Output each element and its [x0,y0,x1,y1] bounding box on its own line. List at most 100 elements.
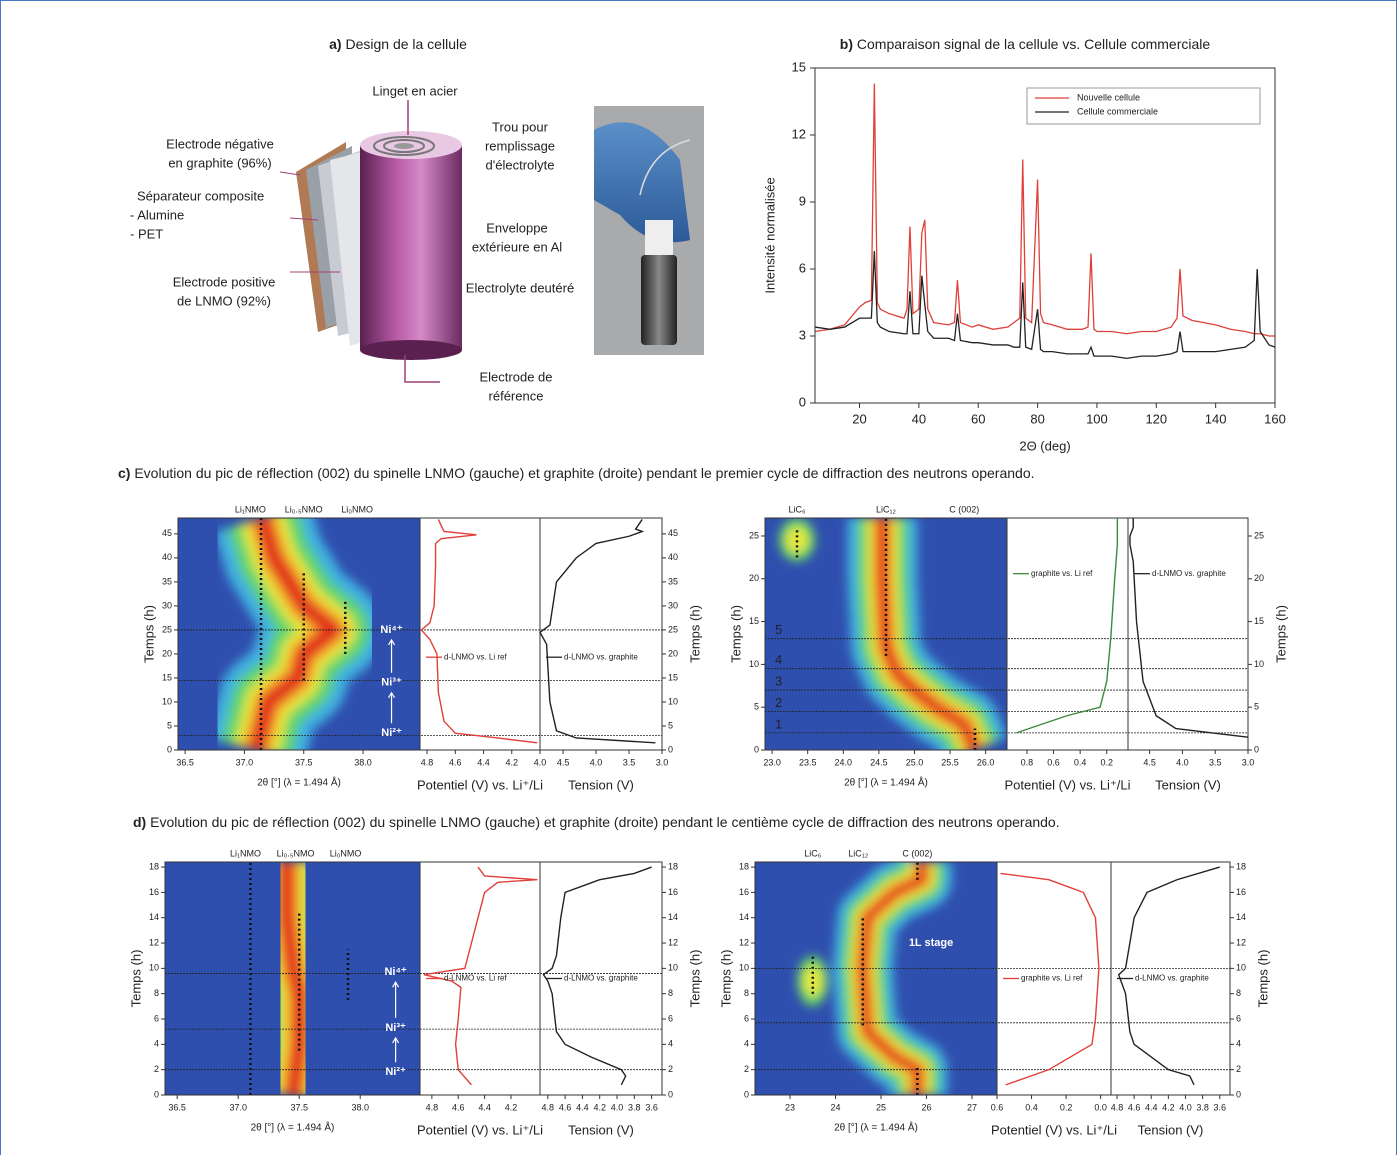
y-tick-label: 25 [162,624,172,634]
x-tick-label: 4.2 [1162,1102,1175,1112]
x-tick-label: 37.0 [229,1102,247,1112]
x-tick-label: 4.4 [477,757,490,767]
panel-title: d) Evolution du pic de réflection (002) … [133,814,1060,830]
x-tick-label: 160 [1264,411,1286,426]
curve [420,519,538,744]
x-axis-label: Potentiel (V) vs. Li⁺/Li [417,777,543,792]
y-tick-label: 12 [739,937,749,947]
panel-label: b) [840,36,853,52]
x-tick-label: 26 [921,1102,931,1112]
y-tick-label: 4 [744,1039,749,1049]
x-axis-label: Potentiel (V) vs. Li⁺/Li [991,1122,1117,1137]
y-tick-label: 12 [792,126,806,141]
y-tick-label: 16 [668,887,678,897]
y-tick-label: 10 [739,963,749,973]
y-axis-label: Temps (h) [128,950,143,1008]
panel-title-text: Design de la cellule [345,36,467,52]
curve [423,866,538,1086]
y-axis-label: Intensité normalisée [762,177,777,293]
curve [1129,518,1249,738]
y-tick-label: 14 [668,912,678,922]
y-tick-label: 12 [668,937,678,947]
y-tick-label: 30 [668,600,678,610]
callout-text: référence [489,388,544,403]
y-tick-label: 10 [1236,963,1246,973]
y-tick-label: 0 [668,1089,673,1099]
y-tick-label: 6 [668,1013,673,1023]
heatmap-ridge [242,862,345,1095]
annotation: Ni²⁺ [381,727,402,739]
y-tick-label: 4 [668,1039,673,1049]
y-tick-label: 8 [744,988,749,998]
y-tick-label: 8 [668,988,673,998]
panel-title: c) Evolution du pic de réflection (002) … [118,465,1035,481]
callout-text: Electrolyte deutéré [466,280,574,295]
spot [803,965,823,997]
callout-text: - PET [130,226,163,241]
x-tick-label: 4.6 [452,1102,465,1112]
y-axis-label: Temps (h) [728,605,743,663]
y-tick-label: 18 [149,861,159,871]
x-tick-label: 37.5 [290,1102,308,1112]
legend-box [1026,87,1261,125]
heatmap-ridge [778,518,1007,750]
y-tick-label: 15 [668,672,678,682]
x-tick-label: 38.0 [351,1102,369,1112]
x-tick-label: 25.0 [906,757,924,767]
x-tick-label: 80 [1030,411,1044,426]
y-tick-label: 10 [668,696,678,706]
legend-label: d-LNMO vs. graphite [1135,974,1209,983]
y-tick-label: 45 [668,528,678,538]
y-tick-label: 10 [668,963,678,973]
y-tick-label: 6 [1236,1013,1241,1023]
y-tick-label: 6 [154,1013,159,1023]
ridge-band [249,518,341,750]
y-axis-label: Temps (h) [687,605,702,663]
y-tick-label: 14 [739,912,749,922]
panel-label: a) [329,36,341,52]
y-tick-label: 20 [668,648,678,658]
x-tick-label: 4.6 [449,757,462,767]
y-tick-label: 10 [149,963,159,973]
y-tick-label: 0 [1254,744,1259,754]
y-tick-label: 18 [668,861,678,871]
y-axis-label: Temps (h) [141,605,156,663]
x-tick-label: 0.4 [1074,757,1087,767]
heatmap-ridge [207,518,384,750]
x-tick-label: 23 [785,1102,795,1112]
x-axis-label: Tension (V) [1138,1122,1204,1137]
plot-frame [754,861,1231,1096]
stage-label: 5 [775,622,782,637]
x-tick-label: 20 [852,411,866,426]
annotation: Ni⁴⁺ [380,624,402,636]
y-tick-label: 0 [1236,1089,1241,1099]
y-axis-label: Temps (h) [718,950,733,1008]
peak-label: C (002) [902,848,932,858]
peak-label: Li₀NMO [341,504,373,514]
x-tick-label: 4.8 [542,1102,555,1112]
panel-title: a) Design de la cellule [329,36,467,52]
y-tick-label: 15 [792,59,806,74]
curve [539,519,656,744]
y-tick-label: 20 [749,573,759,583]
heatmap [765,518,1007,750]
stage-label: 3 [775,674,782,689]
callout-text: Trou pour [492,119,549,134]
y-tick-label: 20 [162,648,172,658]
heatmap [165,862,420,1095]
y-tick-label: 16 [149,887,159,897]
x-tick-label: 23.5 [799,757,817,767]
series-line [814,251,1276,359]
peak-label: LiC₁₂ [876,504,897,514]
y-tick-label: 18 [739,861,749,871]
y-tick-label: 14 [149,912,159,922]
x-tick-label: 25.5 [941,757,959,767]
y-tick-label: 4 [1236,1039,1241,1049]
curve [1016,518,1119,734]
peak-label: Li₁NMO [230,848,261,858]
callout-text: Electrode négative [166,136,274,151]
callout-text: extérieure en Al [472,239,562,254]
x-axis-label: Tension (V) [568,1122,634,1137]
x-tick-label: 100 [1086,411,1108,426]
callout-text: Enveloppe [486,220,547,235]
